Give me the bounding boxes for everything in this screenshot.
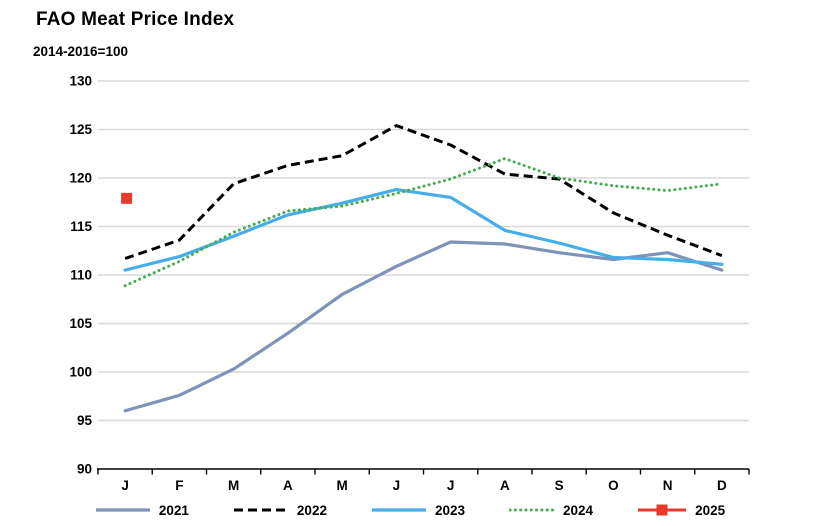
legend-item-2022: 2022 <box>233 503 327 518</box>
y-tick-label: 105 <box>69 316 92 331</box>
y-tick-label: 115 <box>70 219 92 234</box>
x-tick-label: A <box>500 478 510 493</box>
y-tick-label: 125 <box>69 122 92 137</box>
x-tick-label: M <box>228 478 239 493</box>
legend-swatch-2023 <box>371 508 426 512</box>
legend-swatch-2022 <box>233 508 288 512</box>
legend-swatch-2025 <box>638 504 687 516</box>
x-tick-label: D <box>717 478 727 493</box>
x-tick-label: S <box>555 478 564 493</box>
series-line-2022 <box>124 124 723 260</box>
legend-square-marker <box>656 504 668 516</box>
x-tick-label: J <box>121 478 129 493</box>
legend-label: 2021 <box>158 502 189 518</box>
legend-item-2024: 2024 <box>509 503 593 518</box>
legend-swatch-2021 <box>95 508 150 512</box>
legend-label: 2024 <box>563 502 594 518</box>
y-tick-label: 95 <box>77 413 93 428</box>
chart-legend: 2021 2022 2023 2024 2025 <box>0 497 820 523</box>
chart-subtitle: 2014-2016=100 <box>33 44 128 59</box>
x-tick-label: J <box>447 478 455 493</box>
x-tick-label: N <box>663 478 673 493</box>
y-tick-label: 120 <box>69 171 92 186</box>
series-line-2024 <box>123 157 724 288</box>
data-point-2025 <box>121 192 133 204</box>
y-tick-label: 90 <box>77 462 92 477</box>
x-tick-label: J <box>393 478 401 493</box>
x-tick-label: A <box>283 478 293 493</box>
legend-label: 2023 <box>434 502 466 518</box>
x-tick-label: O <box>608 478 619 493</box>
y-tick-label: 110 <box>70 268 92 283</box>
legend-item-2021: 2021 <box>95 503 189 518</box>
series-line-2023 <box>123 188 724 272</box>
y-tick-label: 130 <box>69 74 92 89</box>
legend-label: 2025 <box>695 502 726 518</box>
chart-title: FAO Meat Price Index <box>36 9 235 30</box>
legend-swatch-2024 <box>509 508 556 512</box>
legend-label: 2022 <box>296 502 327 518</box>
legend-item-2023: 2023 <box>371 503 465 518</box>
x-tick-label: F <box>175 478 183 493</box>
y-tick-label: 100 <box>69 365 92 380</box>
legend-item-2025: 2025 <box>637 503 725 518</box>
series-line-2021 <box>123 240 724 413</box>
x-tick-label: M <box>337 478 348 493</box>
